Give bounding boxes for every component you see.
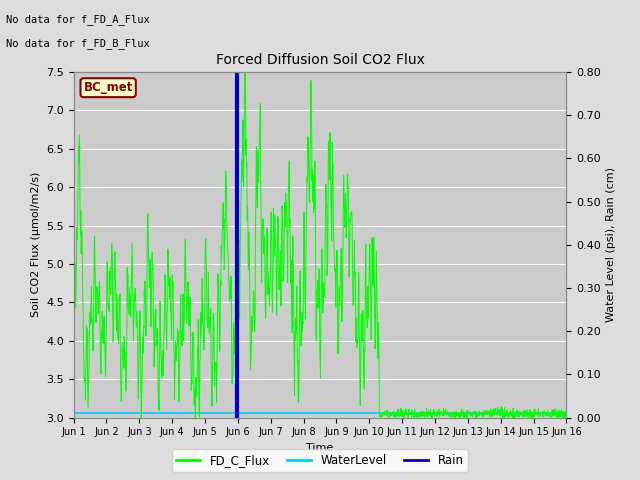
Legend: FD_C_Flux, WaterLevel, Rain: FD_C_Flux, WaterLevel, Rain xyxy=(172,449,468,472)
Text: No data for f_FD_A_Flux: No data for f_FD_A_Flux xyxy=(6,14,150,25)
Text: BC_met: BC_met xyxy=(83,81,133,94)
X-axis label: Time: Time xyxy=(307,443,333,453)
Y-axis label: Water Level (psi), Rain (cm): Water Level (psi), Rain (cm) xyxy=(607,168,616,322)
Text: No data for f_FD_B_Flux: No data for f_FD_B_Flux xyxy=(6,38,150,49)
Y-axis label: Soil CO2 Flux (μmol/m2/s): Soil CO2 Flux (μmol/m2/s) xyxy=(31,172,40,317)
Title: Forced Diffusion Soil CO2 Flux: Forced Diffusion Soil CO2 Flux xyxy=(216,53,424,67)
